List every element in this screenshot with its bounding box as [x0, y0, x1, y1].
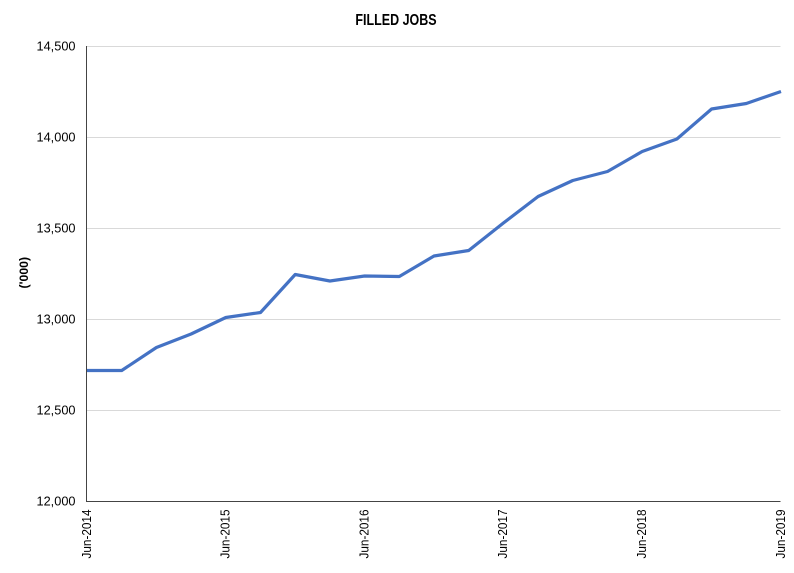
svg-text:Jun-2019: Jun-2019 [774, 509, 788, 558]
svg-text:13,500: 13,500 [37, 221, 76, 235]
svg-text:13,000: 13,000 [37, 312, 76, 326]
svg-text:12,500: 12,500 [37, 403, 76, 417]
svg-text:Jun-2016: Jun-2016 [357, 509, 371, 558]
svg-text:Jun-2017: Jun-2017 [496, 509, 510, 558]
svg-text:12,000: 12,000 [37, 494, 76, 508]
svg-text:14,500: 14,500 [37, 39, 76, 53]
svg-text:14,000: 14,000 [37, 130, 76, 144]
svg-text:Jun-2018: Jun-2018 [635, 509, 649, 558]
svg-text:FILLED JOBS: FILLED JOBS [355, 12, 436, 29]
svg-text:Jun-2015: Jun-2015 [219, 509, 233, 558]
svg-text:Jun-2014: Jun-2014 [80, 509, 94, 558]
svg-text:('000): ('000) [17, 257, 31, 289]
